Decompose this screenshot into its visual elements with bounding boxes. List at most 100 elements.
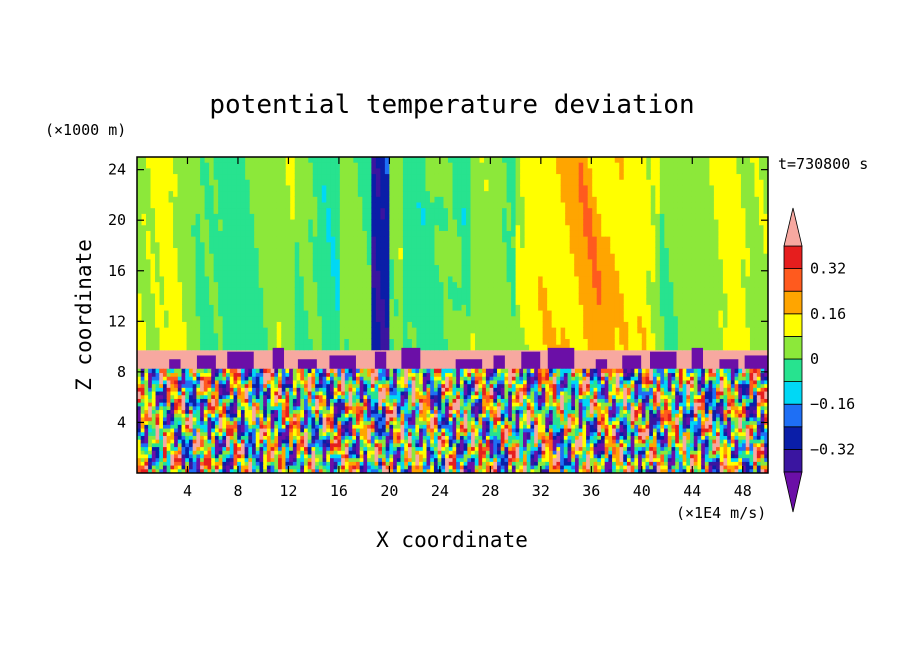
field-cell <box>646 196 652 203</box>
field-cell <box>484 275 490 283</box>
field-cell <box>578 332 584 340</box>
field-cell <box>140 446 146 451</box>
field-cell <box>556 344 562 351</box>
field-cell <box>429 281 436 288</box>
field-cell <box>284 350 289 370</box>
field-cell <box>704 213 711 220</box>
field-cell <box>348 207 354 214</box>
field-cell <box>484 236 490 243</box>
field-cell <box>424 350 429 370</box>
field-cell <box>479 281 485 288</box>
field-cell <box>348 304 354 311</box>
field-cell <box>736 275 742 283</box>
field-cell <box>317 315 323 322</box>
field-cell <box>592 327 598 334</box>
field-cell <box>713 264 720 271</box>
field-cell <box>457 304 463 311</box>
field-cell <box>475 230 481 237</box>
field-cell <box>416 196 422 203</box>
field-cell <box>348 157 354 163</box>
field-cell <box>686 230 692 237</box>
field-cell <box>655 224 661 231</box>
field-cell <box>457 247 463 254</box>
field-cell <box>637 157 643 163</box>
field-cell <box>497 201 503 209</box>
field-cell <box>709 332 715 340</box>
field-cell <box>245 304 251 311</box>
field-cell <box>447 236 454 243</box>
field-cell <box>434 292 440 300</box>
field-cell <box>488 327 494 334</box>
field-cell <box>438 292 445 300</box>
field-cell <box>722 218 729 226</box>
field-cell <box>569 218 575 226</box>
field-cell <box>150 315 156 322</box>
field-cell <box>168 298 174 305</box>
field-cell <box>637 309 643 317</box>
field-cell <box>686 253 692 260</box>
field-cell <box>601 281 607 288</box>
field-cell <box>547 304 553 311</box>
field-cell <box>380 236 386 243</box>
field-cell <box>137 431 142 436</box>
field-cell <box>249 253 255 260</box>
field-cell <box>524 264 530 271</box>
field-cell <box>650 236 656 243</box>
field-cell <box>754 264 760 271</box>
field-cell <box>303 264 309 271</box>
field-cell <box>484 350 489 370</box>
field-cell <box>556 224 562 231</box>
field-cell <box>551 157 557 163</box>
field-cell <box>222 292 228 300</box>
field-cell <box>168 321 174 328</box>
field-cell <box>137 213 143 220</box>
field-cell <box>177 224 183 231</box>
field-cell <box>285 184 291 192</box>
field-cell <box>488 338 494 345</box>
field-cell <box>330 321 336 328</box>
field-cell <box>745 184 751 192</box>
field-cell <box>204 253 210 260</box>
field-cell <box>209 332 215 340</box>
field-cell <box>704 190 711 197</box>
field-cell <box>155 327 161 334</box>
field-cell <box>677 287 683 294</box>
field-cell <box>565 241 571 249</box>
field-cell <box>619 338 625 345</box>
field-cell <box>731 264 738 271</box>
field-cell <box>452 309 458 317</box>
field-cell <box>213 270 219 277</box>
field-cell <box>276 304 282 311</box>
field-cell <box>227 332 233 340</box>
field-cell <box>533 241 539 249</box>
field-cell <box>191 264 197 271</box>
field-cell <box>592 167 598 175</box>
field-cell <box>569 213 575 220</box>
field-cell <box>308 275 314 283</box>
field-cell <box>357 207 363 214</box>
field-cell <box>587 264 593 271</box>
field-cell <box>258 173 264 180</box>
field-cell <box>348 241 354 249</box>
field-cell <box>182 321 188 328</box>
field-cell <box>407 236 413 243</box>
field-cell <box>276 309 282 317</box>
field-cell <box>321 173 327 180</box>
field-cell <box>673 162 679 169</box>
field-cell <box>137 230 143 237</box>
field-cell <box>366 338 372 345</box>
field-cell <box>191 190 197 197</box>
field-cell <box>664 213 670 220</box>
field-cell <box>344 218 350 226</box>
field-cell <box>749 224 756 231</box>
field-cell <box>664 344 670 351</box>
field-cell <box>308 338 314 345</box>
field-cell <box>321 247 327 254</box>
field-cell <box>538 309 544 317</box>
field-cell <box>641 292 647 300</box>
field-cell <box>218 309 224 317</box>
field-cell <box>308 241 314 249</box>
field-cell <box>475 247 481 254</box>
field-cell <box>308 213 314 220</box>
field-cell <box>659 344 665 351</box>
